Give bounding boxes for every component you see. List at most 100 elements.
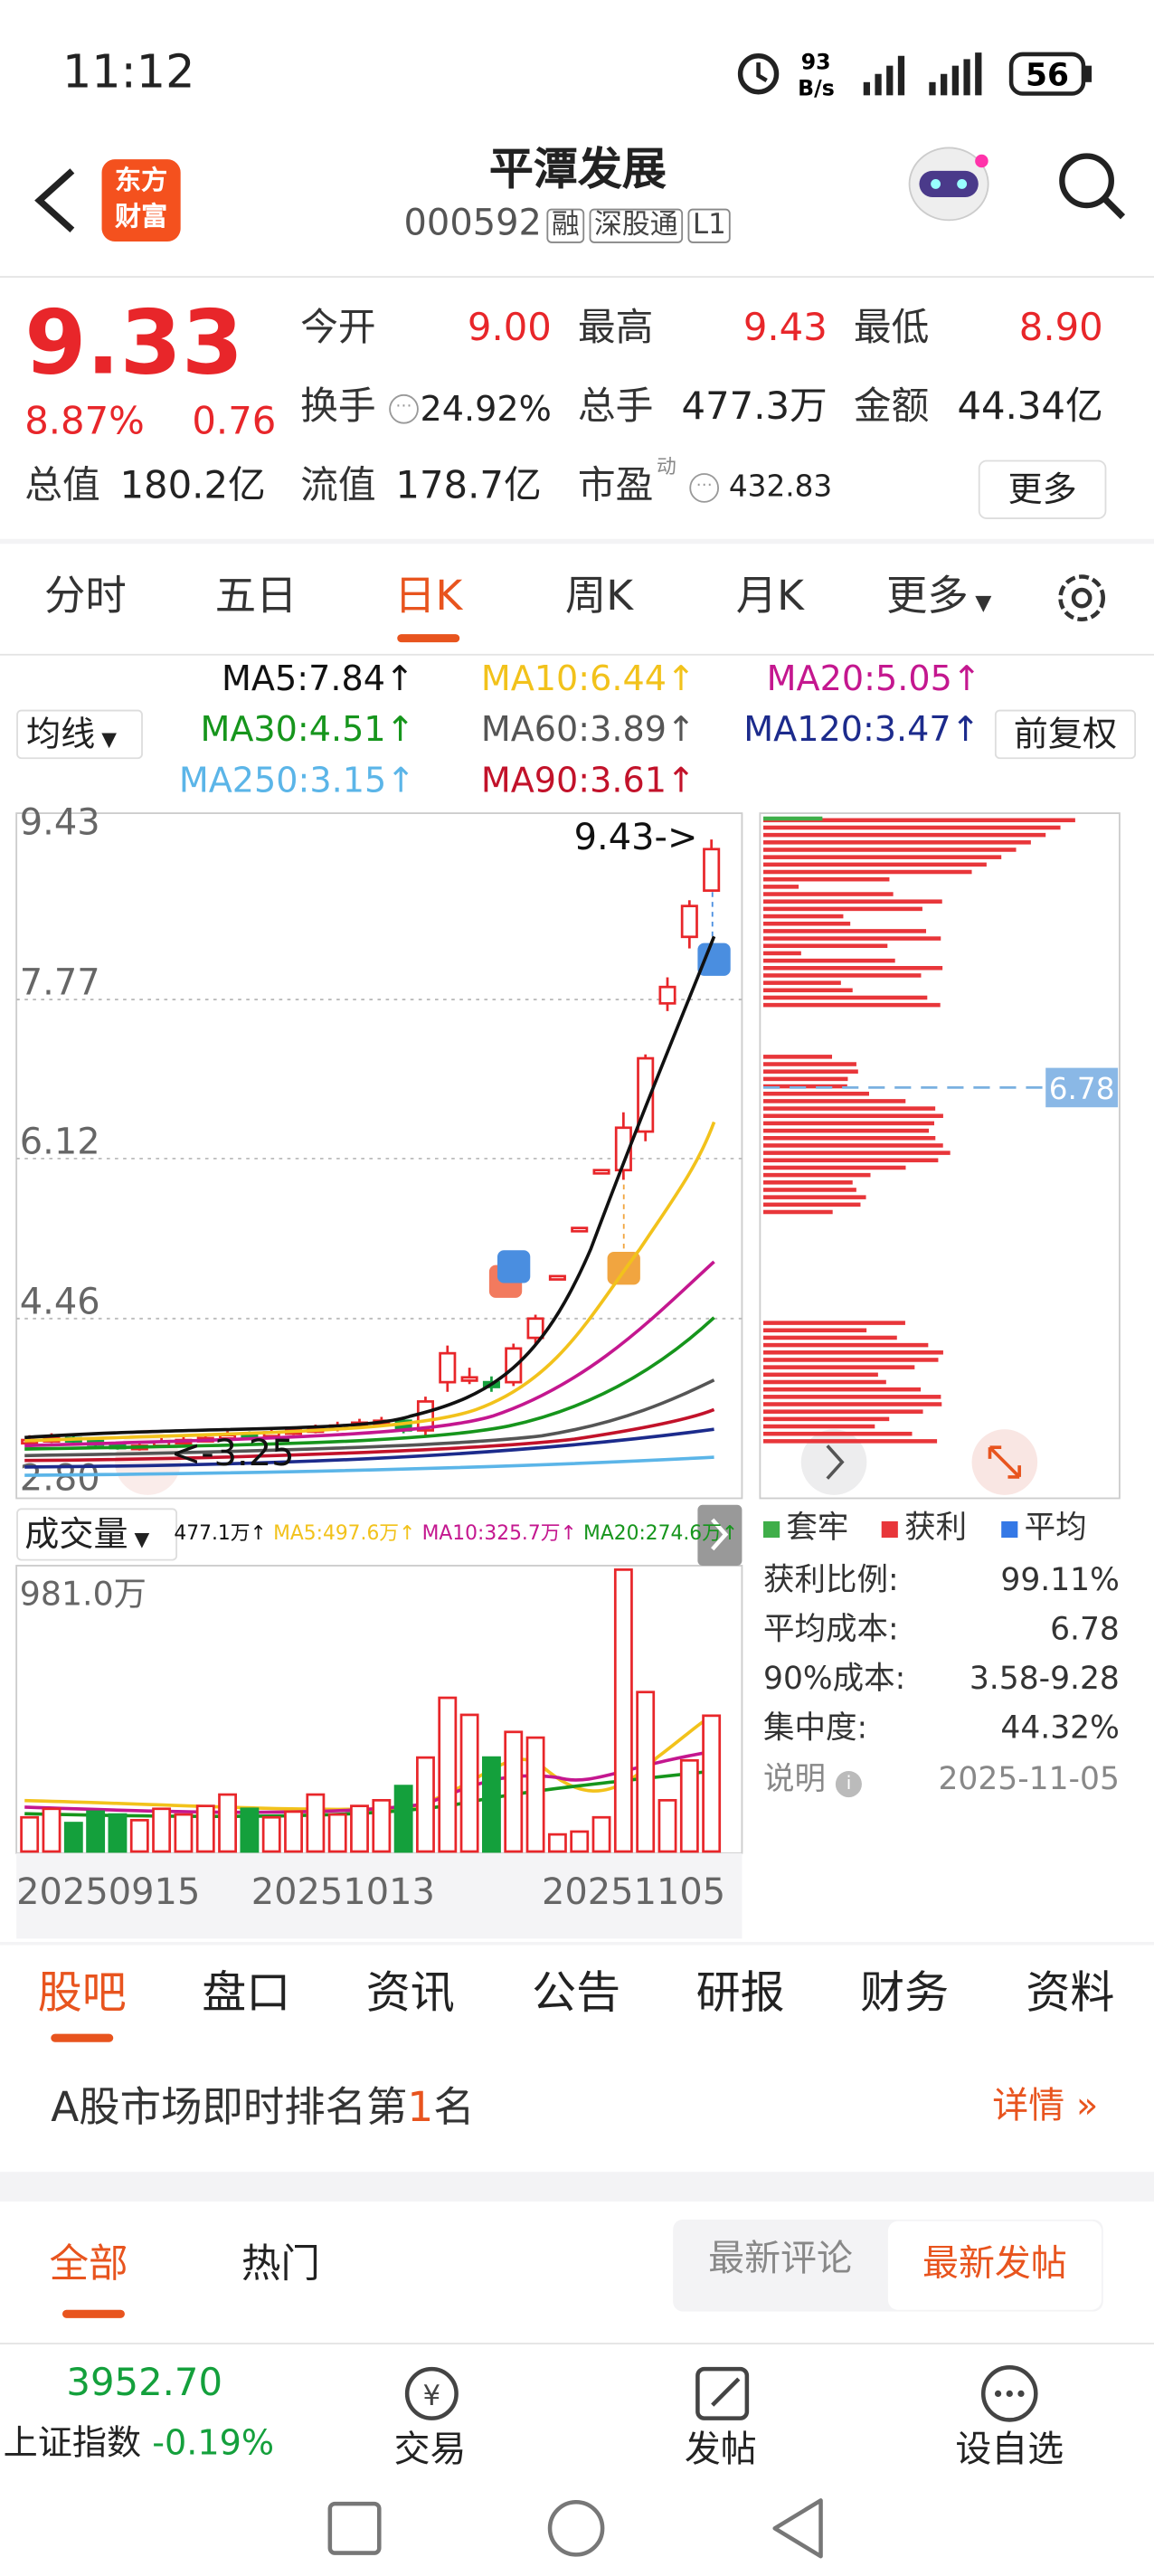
section-tab[interactable]: 研报 [695,1967,785,2020]
chip-bar [763,973,922,978]
field-label: 总手 [577,385,654,430]
chip-date: 2025-11-05 [938,1761,1120,1798]
legend-swatch [881,1520,898,1539]
chip-bar [763,1439,938,1444]
candle-body [680,904,698,939]
search-button[interactable] [1054,147,1129,223]
volume-bar [20,1815,40,1853]
note: 说明 [763,1761,827,1798]
legend-label: 套牢 [786,1510,849,1547]
x-tick-label: 20251105 [542,1871,725,1913]
x-tick-label: 20250915 [16,1871,200,1913]
volume-bar [218,1793,238,1853]
chip-bar [763,958,895,963]
chip-bar [763,1165,906,1170]
divider [0,276,1154,278]
volume-bar [108,1813,128,1853]
field-value: 8.90 [1018,307,1103,350]
volume-bar [459,1713,479,1853]
action[interactable]: 发帖 [684,2429,757,2471]
settings-button[interactable] [1051,567,1113,630]
volume-bar [174,1813,194,1853]
period-tab[interactable]: 周K [564,572,634,620]
app-logo: 东方 财富 [101,159,181,242]
index-value: 3952.70 [66,2362,223,2406]
field-label: 换手 [300,385,376,430]
action[interactable]: 交易 [393,2429,467,2471]
sort-option[interactable]: 最新评论 [708,2239,853,2281]
chip-bar [763,1062,856,1066]
chip-bar [763,906,922,912]
chip-stat-value: 99.11% [1000,1562,1120,1599]
chip-stat-label: 平均成本: [763,1611,899,1648]
chip-bar [763,1151,951,1155]
feed-tab[interactable]: 热门 [241,2240,320,2287]
chip-stat-label: 获利比例: [763,1562,899,1599]
candle-body [505,1347,523,1384]
status-icons: 93 B/s 56 [737,49,1093,100]
more-button[interactable]: 更多 [978,459,1107,519]
section-tab[interactable]: 股吧 [37,1967,127,2020]
stock-name: 平潭发展 [488,144,667,196]
stock-code: 000592 [403,204,542,245]
period-tab[interactable]: 月K [735,572,804,620]
indicator-selector[interactable]: 成交量 ▼ [16,1508,178,1561]
action[interactable]: 设自选 [955,2429,1064,2471]
volume-legend-item: MA20:274.6万↑ [583,1520,739,1545]
period-tab[interactable]: 日K [394,572,463,620]
detail-link[interactable]: 详情 » [992,2086,1099,2128]
y-tick-label: 7.77 [20,962,100,1004]
back-button[interactable] [30,165,79,237]
section-tab[interactable]: 资讯 [365,1967,455,2020]
arrow [711,1518,729,1551]
section-tab[interactable]: 盘口 [202,1967,291,2020]
chip-bar [763,1188,856,1192]
avg-cost-label: 6.78 [1049,1072,1115,1106]
ma-value: MA60:3.89↑ [480,709,695,750]
chip-bar [763,1328,867,1333]
chip-bar [763,885,799,889]
ma-selector[interactable]: 均线 ▼ [16,709,143,760]
chip-bar [763,869,972,875]
note-link[interactable]: 说明 i [763,1764,863,1798]
net-speed: 93 [801,49,831,74]
chip-bar [763,1099,906,1103]
period-tab[interactable]: 更多 ▼ [886,572,992,620]
volume-bar [261,1815,281,1853]
y-tick-label: 6.12 [20,1121,100,1162]
post-icon [695,2366,750,2420]
volume-ma-lines [24,1715,714,1819]
chip-bar [763,892,894,896]
section-tab[interactable]: 公告 [532,1967,621,2020]
chip-bar [763,1055,833,1059]
info-icon[interactable]: ⋯ [389,393,419,424]
section-tab[interactable]: 财务 [860,1967,950,2020]
divider [0,2172,1154,2202]
collapse-button[interactable] [697,1504,743,1566]
volume-bar [613,1568,633,1853]
sort-option[interactable]: 最新发帖 [887,2221,1102,2310]
legend-label: 平均 [1024,1510,1087,1547]
chip-bar [763,1202,861,1208]
period-tab[interactable]: 分时 [43,572,127,620]
field-value: 9.43 [743,307,828,350]
feed-tab[interactable]: 全部 [49,2240,128,2287]
volume-bar [327,1813,347,1853]
active-indicator [61,2309,125,2318]
assistant-avatar[interactable] [900,138,998,231]
divider [0,538,1154,545]
chip-bar [763,840,1031,845]
avg-cost-box [1045,1067,1119,1108]
volume-bar [284,1810,303,1853]
chip-frame [759,812,1121,1500]
adjust-button[interactable]: 前复权 [994,709,1137,760]
info-icon[interactable]: ⋯ [689,473,720,503]
pe-sup: 动 [657,455,676,478]
volume-bar [240,1807,260,1853]
period-tab[interactable]: 五日 [214,572,298,620]
date-strip [16,1852,743,1939]
section-tab[interactable]: 资料 [1026,1967,1115,2020]
index-line[interactable]: 上证指数 -0.19% [4,2426,274,2461]
next-button[interactable] [800,1429,867,1495]
